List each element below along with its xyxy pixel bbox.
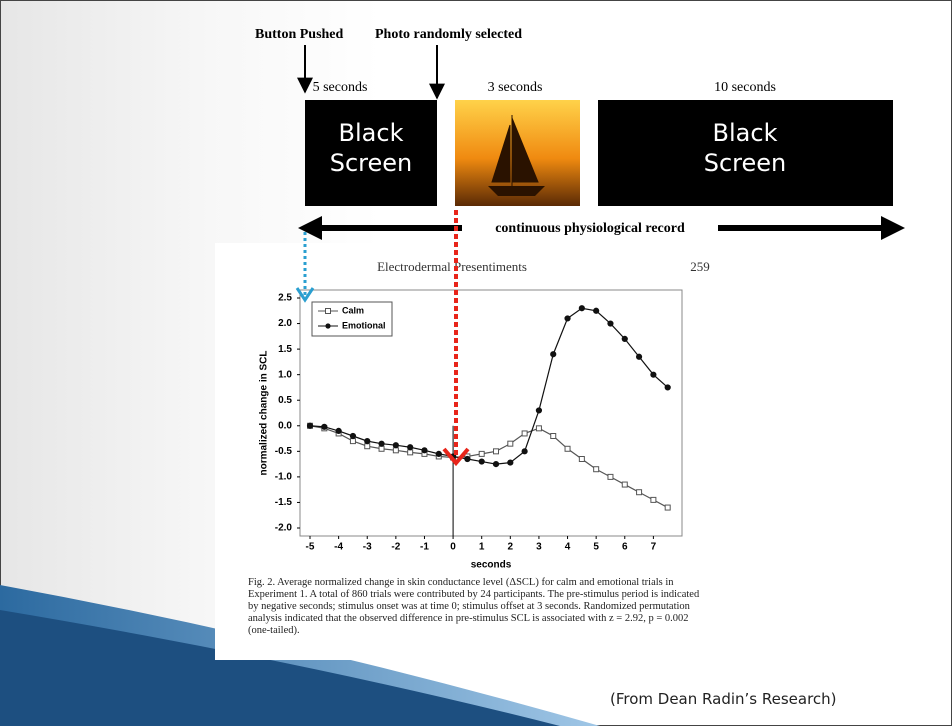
point: [550, 433, 557, 439]
point: [464, 455, 471, 463]
x-tick-label: 5: [593, 542, 599, 553]
point: [564, 315, 571, 322]
y-tick-label: -1.5: [275, 497, 293, 508]
y-axis-label: normalized change in SCL: [259, 350, 270, 475]
point: [507, 440, 514, 447]
point: [306, 422, 314, 429]
point: [349, 438, 356, 445]
y-tick-label: -0.5: [275, 446, 293, 457]
caption: Fig. 2. Average normalized change in ski…: [248, 577, 700, 636]
x-tick-label: -5: [306, 542, 315, 553]
y-tick-label: -2.0: [275, 523, 293, 534]
point: [578, 456, 585, 462]
legend-label: Calm: [342, 305, 364, 315]
legend-marker: [325, 323, 331, 329]
point: [492, 461, 500, 468]
legend-label: Emotional: [342, 320, 386, 330]
black-screen: [598, 100, 893, 206]
point: [335, 427, 342, 434]
duration: 10 seconds: [714, 80, 776, 95]
point: [521, 448, 528, 455]
point: [478, 450, 485, 457]
point: [650, 496, 657, 503]
point: [364, 438, 371, 445]
point: [550, 351, 557, 358]
x-tick-label: 6: [622, 542, 628, 553]
legend-marker: [325, 308, 331, 314]
record-label: continuous physiological record: [495, 221, 685, 236]
point: [421, 447, 428, 454]
point: [392, 447, 399, 454]
point: [435, 450, 442, 457]
point: [564, 445, 571, 452]
x-tick-label: -4: [334, 542, 343, 553]
label-bg: [462, 219, 718, 237]
x-tick-label: -1: [420, 542, 429, 553]
point: [593, 466, 600, 473]
point: [378, 440, 385, 447]
point: [635, 353, 643, 360]
black-screen: [305, 100, 437, 206]
y-tick-label: 2.0: [278, 318, 292, 329]
x-tick-label: 7: [651, 542, 657, 553]
y-tick-label: 2.5: [278, 293, 292, 304]
x-tick-label: -2: [391, 542, 400, 553]
point: [364, 443, 371, 450]
x-axis-label: seconds: [471, 560, 512, 571]
point: [664, 384, 671, 391]
point: [378, 445, 385, 452]
x-tick-label: 1: [479, 542, 485, 553]
plot-frame: [299, 289, 683, 537]
point: [407, 444, 414, 451]
point: [607, 320, 614, 327]
x-tick-label: 3: [536, 542, 542, 553]
button-label: Button Pushed: [255, 27, 344, 42]
dotted-arrowhead: [295, 287, 315, 303]
screen-label: Black Screen: [704, 119, 787, 177]
point: [650, 371, 657, 378]
point: [349, 432, 357, 440]
y-tick-label: 1.5: [278, 344, 292, 355]
point: [636, 489, 643, 496]
x-tick-label: -3: [363, 542, 372, 553]
point: [593, 307, 600, 314]
point: [607, 473, 614, 480]
plot: 2.5 2.0 1.5 1.0 0.5 0.0 -0.5 -1.0 -1.5 -2.0 -5 -4 -3…: [259, 289, 683, 571]
y-tick-label: 0.0: [278, 420, 292, 431]
sailboat: [491, 115, 539, 188]
y-tick-label: -1.0: [275, 472, 293, 483]
y-tick-label: 0.5: [278, 395, 292, 406]
chart-title: Electrodermal Presentiments: [377, 259, 527, 274]
point: [507, 459, 514, 466]
point: [493, 448, 500, 455]
point: [321, 423, 328, 430]
point: [621, 335, 628, 342]
point: [407, 449, 414, 456]
point: [478, 458, 485, 465]
point: [578, 305, 585, 312]
point: [392, 442, 399, 449]
screen-label: Black Screen: [330, 119, 413, 177]
y-tick-label: 1.0: [278, 369, 292, 380]
x-tick-label: 4: [565, 542, 571, 553]
duration: 5 seconds: [313, 80, 368, 95]
dotted-arrowhead: [442, 447, 470, 467]
legend-box: [311, 301, 393, 337]
footer: (From Dean Radin’s Research): [610, 690, 837, 708]
x-tick-label: 2: [508, 542, 514, 553]
duration: 3 seconds: [488, 80, 543, 95]
point: [521, 430, 528, 437]
page-number: 259: [690, 259, 710, 274]
x-tick-label: 0: [450, 542, 456, 553]
point: [621, 481, 628, 488]
point: [664, 504, 671, 511]
point: [535, 407, 543, 414]
hull: [488, 186, 545, 196]
point: [535, 425, 542, 432]
swoosh-dark: [0, 610, 560, 726]
photo-label: Photo randomly selected: [375, 27, 522, 42]
